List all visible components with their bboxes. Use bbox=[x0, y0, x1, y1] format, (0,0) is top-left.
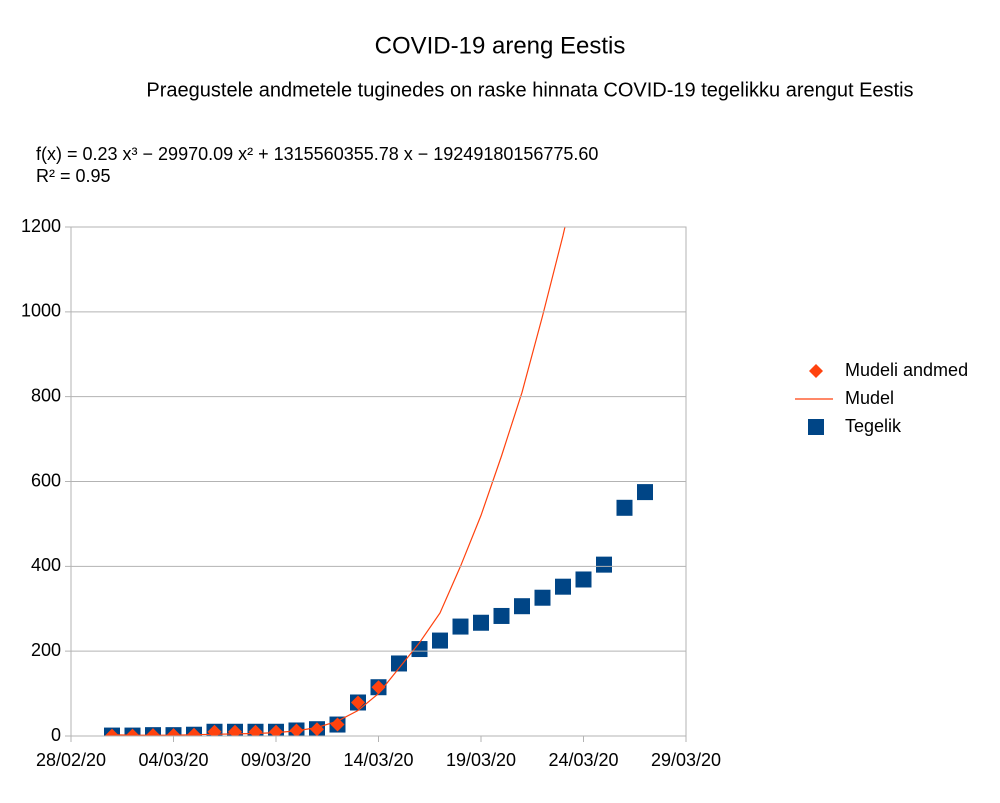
y-tick-label: 200 bbox=[31, 640, 61, 660]
square-marker bbox=[411, 641, 428, 658]
square-marker bbox=[452, 618, 469, 635]
square-marker bbox=[514, 598, 530, 615]
square-marker bbox=[808, 419, 824, 435]
square-marker bbox=[473, 614, 489, 631]
diamond-marker bbox=[269, 724, 283, 736]
legend-label: Mudel bbox=[845, 388, 894, 408]
legend-label: Tegelik bbox=[845, 416, 902, 436]
diamond-marker bbox=[166, 728, 181, 736]
square-marker bbox=[616, 499, 633, 516]
diamond-marker bbox=[289, 723, 304, 736]
diamond-marker bbox=[310, 722, 324, 736]
x-tick-label: 14/03/20 bbox=[343, 750, 413, 770]
y-tick-label: 0 bbox=[51, 725, 61, 745]
r-squared: R² = 0.95 bbox=[36, 166, 111, 186]
x-tick-label: 24/03/20 bbox=[548, 750, 618, 770]
square-marker bbox=[432, 632, 448, 649]
model-line bbox=[111, 227, 566, 736]
x-tick-label: 29/03/20 bbox=[651, 750, 721, 770]
diamond-marker bbox=[228, 724, 242, 736]
y-tick-label: 600 bbox=[31, 470, 61, 490]
diamond-marker bbox=[105, 728, 119, 736]
chart-title: COVID-19 areng Eestis bbox=[375, 32, 626, 59]
diamond-marker bbox=[125, 728, 140, 736]
square-marker bbox=[575, 571, 592, 588]
square-marker bbox=[596, 556, 612, 573]
square-marker bbox=[555, 578, 571, 595]
legend-label: Mudeli andmed bbox=[845, 360, 968, 380]
y-tick-label: 800 bbox=[31, 385, 61, 405]
diamond-marker bbox=[187, 727, 201, 736]
diamond-marker bbox=[809, 364, 823, 378]
square-marker bbox=[534, 589, 551, 606]
x-tick-label: 09/03/20 bbox=[241, 750, 311, 770]
diamond-marker bbox=[351, 695, 365, 710]
x-tick-label: 19/03/20 bbox=[446, 750, 516, 770]
y-tick-label: 400 bbox=[31, 555, 61, 575]
square-marker bbox=[391, 655, 407, 672]
chart-subtitle: Praegustele andmetele tuginedes on raske… bbox=[146, 79, 913, 101]
diamond-marker bbox=[371, 680, 386, 695]
diamond-marker bbox=[248, 724, 263, 736]
diamond-marker bbox=[207, 724, 222, 736]
diamond-marker bbox=[330, 717, 345, 732]
equation: f(x) = 0.23 x³ − 29970.09 x² + 131556035… bbox=[36, 144, 598, 164]
y-tick-label: 1000 bbox=[21, 301, 61, 321]
y-tick-label: 1200 bbox=[21, 216, 61, 236]
square-marker bbox=[637, 484, 653, 501]
diamond-marker bbox=[146, 728, 160, 736]
plot-area bbox=[104, 227, 653, 736]
x-tick-label: 28/02/20 bbox=[36, 750, 106, 770]
square-marker bbox=[493, 607, 510, 624]
x-tick-label: 04/03/20 bbox=[138, 750, 208, 770]
